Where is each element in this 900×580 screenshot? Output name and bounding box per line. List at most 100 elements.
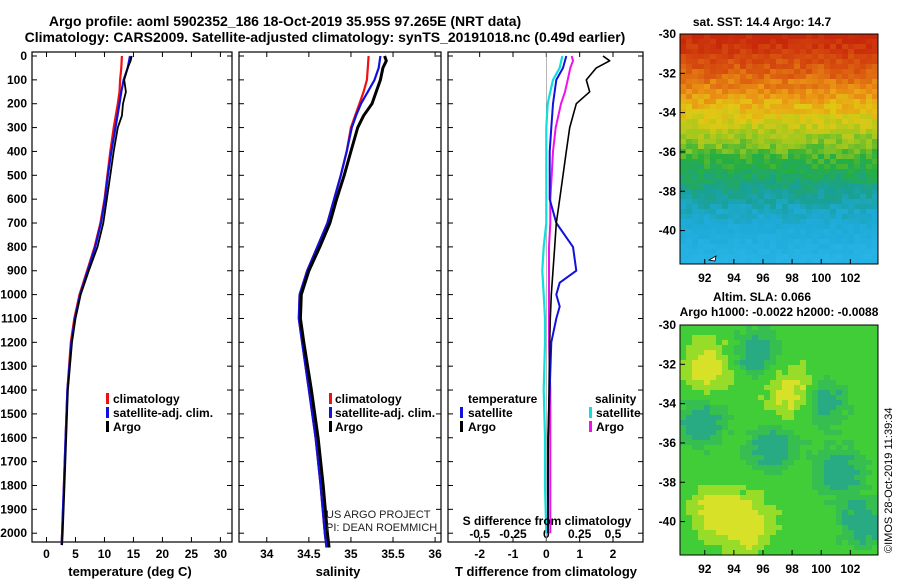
sla-cell: [686, 460, 692, 465]
sst-cell: [722, 144, 728, 149]
sla-cell: [752, 415, 758, 420]
sla-cell: [692, 495, 698, 500]
sla-cell: [704, 330, 710, 335]
sla-cell: [806, 475, 812, 480]
sla-cell: [806, 540, 812, 545]
sst-cell: [704, 259, 710, 264]
sla-cell: [710, 500, 716, 505]
legend-temperature-title: temperature: [468, 392, 538, 406]
sst-cell: [740, 79, 746, 84]
sst-cell: [752, 249, 758, 254]
sst-cell: [842, 229, 848, 234]
x-tick-label: 5: [72, 547, 79, 561]
sla-cell: [740, 400, 746, 405]
sst-cell: [830, 84, 836, 89]
sla-cell: [758, 485, 764, 490]
sst-cell: [710, 239, 716, 244]
sla-cell: [848, 465, 854, 470]
sst-cell: [776, 109, 782, 114]
sla-cell: [824, 460, 830, 465]
sst-cell: [872, 39, 878, 44]
sst-cell: [752, 174, 758, 179]
sla-cell: [752, 380, 758, 385]
sst-cell: [806, 69, 812, 74]
sst-cell: [794, 59, 800, 64]
sst-cell: [680, 54, 686, 59]
sla-cell: [770, 370, 776, 375]
sla-cell: [854, 520, 860, 525]
sla-cell: [848, 340, 854, 345]
sst-cell: [860, 259, 866, 264]
sla-cell: [782, 340, 788, 345]
sla-cell: [788, 455, 794, 460]
sla-cell: [794, 485, 800, 490]
sla-cell: [794, 440, 800, 445]
sla-cell: [758, 480, 764, 485]
sst-cell: [788, 39, 794, 44]
sst-cell: [866, 169, 872, 174]
sst-cell: [734, 129, 740, 134]
sla-cell: [836, 430, 842, 435]
sst-cell: [788, 154, 794, 159]
sst-cell: [872, 179, 878, 184]
sst-cell: [848, 209, 854, 214]
sst-cell: [752, 124, 758, 129]
sst-cell: [686, 209, 692, 214]
sst-cell: [728, 104, 734, 109]
sla-cell: [740, 440, 746, 445]
depth-tick-label: 1200: [0, 335, 27, 349]
sla-cell: [746, 420, 752, 425]
sla-cell: [740, 505, 746, 510]
sst-cell: [794, 254, 800, 259]
sla-cell: [860, 350, 866, 355]
sla-cell: [716, 345, 722, 350]
sla-cell: [764, 410, 770, 415]
sst-cell: [812, 154, 818, 159]
sst-cell: [872, 234, 878, 239]
sst-cell: [854, 174, 860, 179]
sst-cell: [794, 99, 800, 104]
sla-cell: [734, 480, 740, 485]
sst-cell: [692, 129, 698, 134]
sla-cell: [800, 460, 806, 465]
sst-cell: [824, 144, 830, 149]
sla-cell: [872, 395, 878, 400]
sla-cell: [692, 425, 698, 430]
sla-cell: [752, 360, 758, 365]
sla-cell: [686, 510, 692, 515]
sla-cell: [716, 540, 722, 545]
sst-cell: [824, 154, 830, 159]
sst-cell: [872, 119, 878, 124]
sla-cell: [764, 540, 770, 545]
sst-cell: [752, 54, 758, 59]
sla-cell: [716, 525, 722, 530]
sla-cell: [842, 390, 848, 395]
sla-cell: [740, 395, 746, 400]
sst-cell: [752, 94, 758, 99]
sla-cell: [692, 415, 698, 420]
sst-cell: [848, 139, 854, 144]
sla-cell: [866, 415, 872, 420]
sst-cell: [836, 249, 842, 254]
sla-cell: [818, 430, 824, 435]
sla-cell: [758, 385, 764, 390]
sst-cell: [692, 219, 698, 224]
sst-cell: [830, 214, 836, 219]
sst-cell: [788, 179, 794, 184]
sla-cell: [752, 430, 758, 435]
sst-cell: [704, 169, 710, 174]
sst-cell: [794, 259, 800, 264]
sst-cell: [872, 254, 878, 259]
sst-cell: [830, 234, 836, 239]
sla-cell: [722, 380, 728, 385]
sst-cell: [764, 184, 770, 189]
sst-cell: [740, 174, 746, 179]
sla-cell: [836, 415, 842, 420]
sla-cell: [704, 545, 710, 550]
sst-cell: [722, 244, 728, 249]
sla-cell: [806, 405, 812, 410]
sla-cell: [686, 370, 692, 375]
sla-cell: [836, 535, 842, 540]
sst-cell: [854, 234, 860, 239]
sst-cell: [866, 39, 872, 44]
